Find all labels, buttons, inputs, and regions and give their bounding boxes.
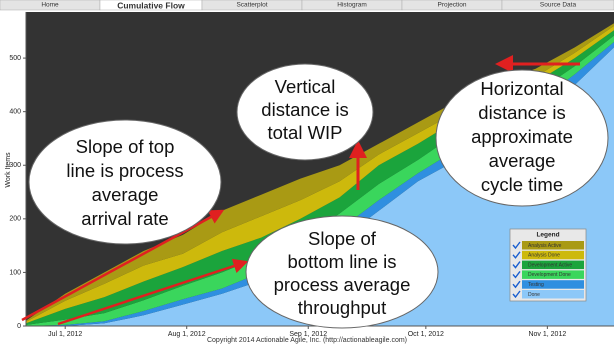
callout-text: cycle time <box>481 174 563 195</box>
callout-text: average <box>92 184 159 205</box>
callout <box>435 69 609 207</box>
callout <box>236 63 374 161</box>
legend-label: Done <box>528 292 540 298</box>
callout-text: Slope of top <box>76 136 175 157</box>
callout-text: average <box>489 150 556 171</box>
callout-text: approximate <box>471 126 573 147</box>
legend-swatch <box>522 270 584 279</box>
legend-check[interactable] <box>512 261 521 269</box>
y-tick-label: 100 <box>9 269 21 276</box>
callout-text: Slope of <box>308 228 377 249</box>
y-tick-label: 200 <box>9 216 21 223</box>
arrow <box>57 258 249 326</box>
tab-label[interactable]: Histogram <box>337 2 367 9</box>
tab-label[interactable]: Scatterplot <box>236 2 267 9</box>
callout-text: throughput <box>298 297 386 318</box>
x-tick-label: Nov 1, 2012 <box>528 331 566 338</box>
legend-title: Legend <box>536 232 559 239</box>
callout-text: line is process <box>66 160 183 181</box>
tab-label[interactable]: Home <box>41 2 59 9</box>
x-tick-label: Aug 1, 2012 <box>168 331 206 338</box>
legend-swatch <box>522 280 584 289</box>
area <box>26 47 614 327</box>
legend-label: Testing <box>528 282 544 288</box>
x-tick-label: Oct 1, 2012 <box>408 331 444 338</box>
legend-swatch <box>522 290 584 299</box>
legend-swatch <box>522 260 584 270</box>
tab-bar: Home Cumulative Flow Scatterplot Histogram P… <box>0 0 614 11</box>
legend-check[interactable] <box>512 280 521 289</box>
callout <box>28 119 222 245</box>
callout-text: bottom line is <box>288 251 397 272</box>
x-tick-label: Jul 1, 2012 <box>48 331 82 338</box>
annotations: Slope of top line is process average arriva… <box>28 63 609 329</box>
callout-text: Horizontal <box>480 78 563 99</box>
y-tick-label: 300 <box>9 162 21 169</box>
callout-text: distance is <box>478 102 565 123</box>
callout-text: total WIP <box>267 122 342 143</box>
y-tick-label: 500 <box>9 55 21 62</box>
legend-swatch <box>522 250 584 260</box>
legend-check[interactable] <box>512 241 521 250</box>
arrow <box>21 209 225 322</box>
callout-text: distance is <box>261 99 348 120</box>
area <box>26 25 614 324</box>
legend: Legend Done Testing Development Done Develop… <box>509 228 587 302</box>
legend-label: Development Active <box>528 262 572 268</box>
tab-label[interactable]: Source Data <box>540 2 577 9</box>
arrows <box>21 55 580 326</box>
footer: Copyright 2014 Actionable Agile, Inc. (h… <box>207 337 407 344</box>
callout-text: process average <box>274 274 411 295</box>
tab-label[interactable]: Cumulative Flow <box>117 0 185 10</box>
legend-check[interactable] <box>512 251 521 259</box>
legend-label: Analysis Active <box>528 243 562 249</box>
legend-swatch <box>522 241 584 250</box>
legend-check[interactable] <box>512 270 521 279</box>
tab[interactable] <box>501 0 614 11</box>
tab-label[interactable]: Projection <box>438 2 467 9</box>
callout-text: arrival rate <box>81 208 168 229</box>
legend-check[interactable] <box>512 290 521 299</box>
y-axis-label: Work Items <box>5 152 12 188</box>
legend-label: Development Done <box>528 272 571 278</box>
y-tick-label: 0 <box>17 323 21 330</box>
x-tick-label: Sep 1, 2012 <box>289 331 327 338</box>
callout-text: Vertical <box>275 76 336 97</box>
y-tick-label: 400 <box>9 109 21 116</box>
callout <box>245 215 439 329</box>
legend-label: Analysis Done <box>528 253 560 259</box>
